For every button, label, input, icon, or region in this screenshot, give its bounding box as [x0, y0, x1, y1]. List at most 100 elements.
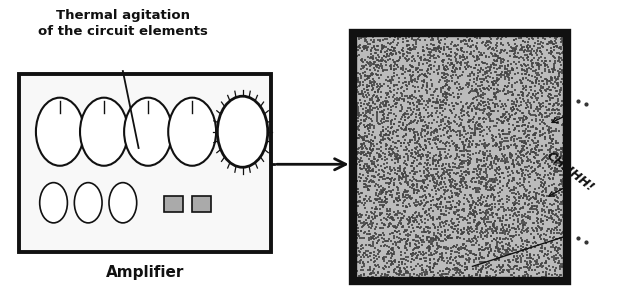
Point — [523, 214, 533, 218]
Point — [379, 125, 389, 129]
Point — [394, 196, 404, 200]
Point — [407, 178, 417, 183]
Point — [495, 166, 505, 171]
Point — [444, 140, 454, 145]
Point — [408, 78, 418, 83]
Point — [355, 165, 365, 170]
Point — [433, 101, 443, 105]
Point — [391, 226, 401, 231]
Point — [483, 73, 493, 78]
Point — [545, 41, 555, 46]
Point — [395, 50, 405, 55]
Point — [387, 76, 397, 81]
Point — [547, 265, 558, 269]
Point — [452, 102, 462, 107]
Point — [558, 165, 568, 170]
Point — [493, 158, 503, 163]
Point — [436, 274, 446, 279]
Point — [384, 185, 394, 190]
Point — [442, 265, 452, 270]
Point — [388, 78, 398, 82]
Point — [418, 268, 428, 273]
Point — [445, 261, 455, 266]
Point — [444, 177, 454, 182]
Point — [439, 70, 449, 75]
Point — [434, 214, 444, 219]
Point — [503, 119, 513, 124]
Point — [468, 213, 478, 218]
Point — [536, 74, 546, 79]
Point — [490, 54, 500, 59]
Point — [559, 56, 569, 61]
Point — [551, 100, 561, 105]
Point — [486, 183, 496, 188]
Point — [462, 41, 472, 46]
Point — [498, 159, 508, 164]
Point — [466, 133, 476, 138]
Point — [375, 207, 386, 211]
Point — [451, 146, 461, 150]
Point — [518, 247, 529, 252]
Point — [556, 111, 566, 116]
Point — [438, 146, 448, 151]
Point — [453, 37, 463, 42]
Point — [544, 107, 554, 112]
Point — [485, 107, 495, 112]
Point — [474, 246, 484, 251]
Point — [449, 32, 459, 37]
Point — [427, 121, 437, 126]
Point — [492, 211, 502, 216]
Point — [456, 86, 466, 91]
Point — [550, 169, 560, 174]
Point — [476, 176, 486, 181]
Point — [384, 213, 394, 217]
Point — [542, 77, 552, 82]
Point — [476, 229, 486, 233]
Point — [472, 163, 483, 168]
Point — [453, 129, 463, 134]
Point — [505, 172, 515, 177]
Point — [494, 249, 504, 254]
Point — [510, 211, 520, 215]
Point — [523, 47, 533, 52]
Point — [415, 113, 425, 118]
Point — [486, 112, 496, 117]
Point — [351, 165, 361, 170]
Point — [496, 104, 506, 109]
Point — [356, 156, 366, 160]
Point — [556, 193, 566, 197]
Point — [371, 191, 381, 195]
Point — [514, 36, 524, 41]
Point — [355, 104, 365, 109]
Point — [482, 219, 492, 224]
Point — [479, 128, 490, 133]
Point — [508, 267, 518, 271]
Point — [407, 215, 417, 220]
Point — [486, 207, 496, 212]
Point — [352, 54, 362, 58]
Point — [503, 67, 513, 71]
Point — [491, 162, 501, 166]
Point — [531, 80, 541, 85]
Point — [523, 149, 533, 154]
Point — [422, 173, 432, 177]
Point — [483, 70, 493, 75]
Point — [500, 152, 510, 157]
Point — [436, 232, 446, 237]
Point — [399, 141, 410, 145]
Point — [474, 49, 484, 54]
Point — [516, 90, 526, 94]
Point — [475, 268, 485, 273]
Point — [372, 85, 382, 89]
Point — [427, 242, 437, 247]
Point — [531, 197, 541, 201]
Point — [489, 223, 499, 227]
Point — [371, 165, 381, 170]
Point — [549, 272, 559, 276]
Point — [386, 78, 396, 83]
Point — [522, 78, 532, 82]
Point — [368, 147, 378, 152]
Point — [352, 88, 362, 93]
Point — [402, 205, 412, 209]
Point — [431, 164, 441, 168]
